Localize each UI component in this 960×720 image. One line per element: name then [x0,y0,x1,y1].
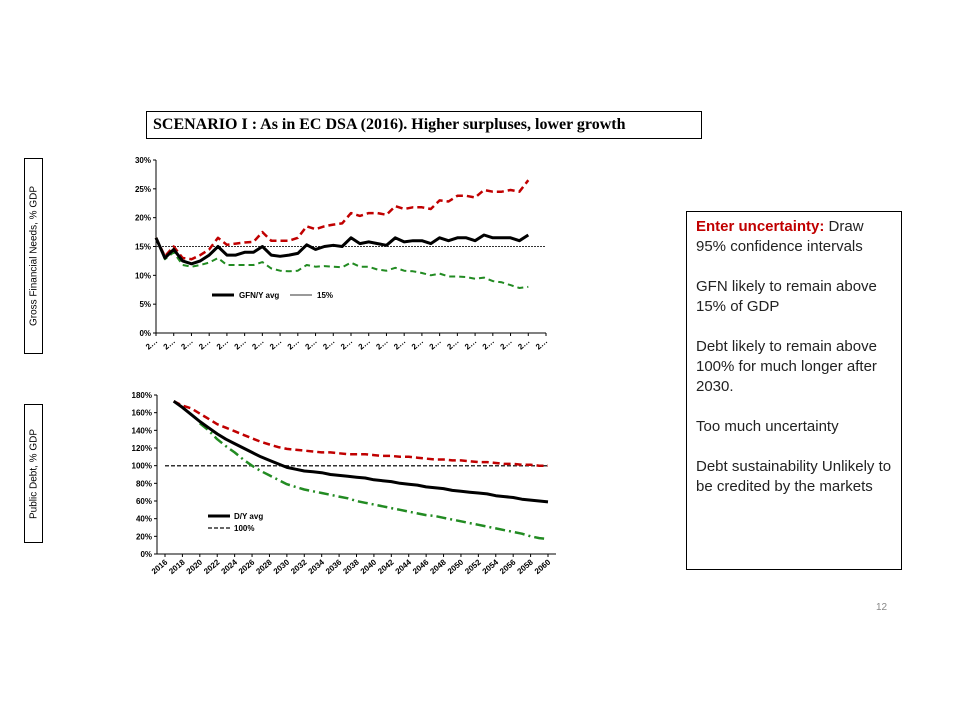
gfn-y-tick-label: 30% [135,156,151,165]
debt-x-tick-label: 2056 [498,557,518,576]
debt-y-tick-label: 120% [132,444,152,453]
debt-y-tick-label: 100% [132,462,152,471]
gfn-y-axis-label: Gross Financial Needs, % GDP [28,185,39,327]
gfn-x-tick-label: 2… [179,337,194,352]
gfn-x-tick-label: 2… [250,337,265,352]
debt-x-tick-label: 2028 [254,557,274,576]
gfn-x-tick-label: 2… [428,337,443,352]
debt-y-tick-label: 20% [136,532,152,541]
debt-y-tick-label: 60% [136,497,152,506]
gfn-y-tick-label: 20% [135,214,151,223]
gfn-y-tick-label: 10% [135,271,151,280]
debt-x-tick-label: 2058 [515,557,535,576]
debt-x-tick-label: 2048 [428,557,448,576]
debt-y-tick-label: 40% [136,515,152,524]
panel-paragraph-4: Too much uncertainty [696,418,839,435]
debt-x-tick-label: 2030 [272,557,292,576]
uncertainty-panel: Enter uncertainty: Draw 95% confidence i… [686,211,902,570]
debt-x-tick-label: 2040 [359,557,379,576]
debt-y-tick-label: 160% [132,409,152,418]
debt-legend-label-threshold: 100% [234,524,254,533]
gfn-x-tick-label: 2… [463,337,478,352]
debt-y-tick-label: 80% [136,479,152,488]
gfn-x-tick-label: 2… [215,337,230,352]
gfn-x-tick-label: 2… [374,337,389,352]
gfn-chart: 0%5%10%15%20%25%30%2… 2… 2… 2… 2… 2… 2… 2… 2… 2… 2… [135,156,549,352]
debt-x-tick-label: 2024 [220,557,240,576]
debt-y-axis-label-box: Public Debt, % GDP [24,404,43,543]
gfn-x-tick-label: 2… [392,337,407,352]
slide-title: SCENARIO I : As in EC DSA (2016). Higher… [146,111,702,139]
debt-x-tick-label: 2046 [411,557,431,576]
debt-x-tick-label: 2036 [324,557,344,576]
gfn-x-tick-label: 2… [516,337,531,352]
panel-paragraph-5: Debt sustainability Unlikely to be credi… [696,458,892,495]
panel-heading: Enter uncertainty: [696,218,825,235]
debt-legend-label-mean: D/Y avg [234,512,263,521]
gfn-series-gfn-y-avg [154,233,530,266]
debt-y-axis-label: Public Debt, % GDP [28,428,39,519]
debt-x-tick-label: 2026 [237,557,257,576]
debt-x-tick-label: 2060 [533,557,553,576]
panel-paragraph-1: Enter uncertainty: Draw 95% confidence i… [696,217,892,257]
debt-x-tick-label: 2020 [185,557,205,576]
gfn-x-tick-label: 2… [445,337,460,352]
gfn-y-tick-label: 5% [139,300,151,309]
gfn-x-tick-label: 2… [410,337,425,352]
debt-x-tick-label: 2034 [307,557,327,576]
debt-x-tick-label: 2050 [446,557,466,576]
debt-series-dashdot-lower [199,422,549,541]
gfn-x-tick-label: 2… [233,337,248,352]
debt-x-tick-label: 2038 [341,557,361,576]
debt-y-tick-label: 140% [132,426,152,435]
panel-heading-rest: Draw 95% confidence intervals [696,218,864,255]
debt-x-tick-label: 2032 [289,557,309,576]
debt-series-d-y-avg [172,399,549,504]
gfn-x-tick-label: 2… [321,337,336,352]
debt-x-tick-label: 2044 [394,557,414,576]
gfn-x-tick-label: 2… [162,337,177,352]
debt-chart: 0%20%40%60%80%100%120%140%160%180%201620… [132,391,556,576]
debt-y-tick-label: 180% [132,391,152,400]
debt-series-dashed-upper [173,400,548,467]
gfn-y-tick-label: 25% [135,185,151,194]
panel-paragraph-3: Debt likely to remain above 100% for muc… [696,338,877,395]
gfn-y-axis-label-box: Gross Financial Needs, % GDP [24,158,43,354]
gfn-x-tick-label: 2… [481,337,496,352]
gfn-x-tick-label: 2… [304,337,319,352]
gfn-x-tick-label: 2… [144,337,159,352]
gfn-x-tick-label: 2… [534,337,549,352]
debt-y-tick-label: 0% [140,550,152,559]
page-number: 12 [876,602,888,613]
gfn-x-tick-label: 2… [286,337,301,352]
gfn-x-tick-label: 2… [357,337,372,352]
gfn-y-tick-label: 15% [135,243,151,252]
debt-x-tick-label: 2022 [202,557,222,576]
gfn-x-tick-label: 2… [268,337,283,352]
gfn-legend-label-threshold: 15% [317,291,333,300]
gfn-series-dashed-upper [154,179,530,261]
debt-x-tick-label: 2018 [167,557,187,576]
debt-x-tick-label: 2052 [463,557,483,576]
debt-x-tick-label: 2016 [150,557,170,576]
gfn-legend-label-mean: GFN/Y avg [239,291,279,300]
gfn-x-tick-label: 2… [339,337,354,352]
gfn-y-tick-label: 0% [139,329,151,338]
debt-x-tick-label: 2042 [376,557,396,576]
debt-x-tick-label: 2054 [481,557,501,576]
panel-paragraph-2: GFN likely to remain above 15% of GDP [696,278,877,315]
gfn-x-tick-label: 2… [197,337,212,352]
gfn-x-tick-label: 2… [499,337,514,352]
